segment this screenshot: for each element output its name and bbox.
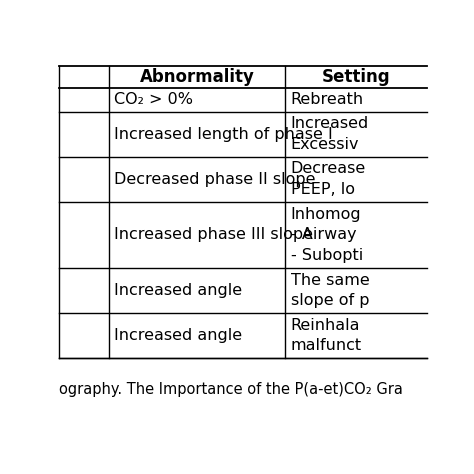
- Text: Inhomog
- Airway
- Subopti: Inhomog - Airway - Subopti: [291, 207, 363, 263]
- Text: Rebreath: Rebreath: [291, 92, 364, 107]
- Text: Increased
Excessiv: Increased Excessiv: [291, 117, 369, 152]
- Text: Increased phase III slope: Increased phase III slope: [114, 228, 313, 242]
- Text: Decreased phase II slope: Decreased phase II slope: [114, 172, 316, 187]
- Text: Increased angle: Increased angle: [114, 328, 243, 343]
- Text: The same
slope of p: The same slope of p: [291, 273, 369, 308]
- Text: Increased length of phase I: Increased length of phase I: [114, 127, 333, 142]
- Text: Abnormality: Abnormality: [139, 68, 255, 86]
- Text: Reinhala
malfunct: Reinhala malfunct: [291, 318, 362, 353]
- Text: Setting: Setting: [321, 68, 390, 86]
- Text: Increased angle: Increased angle: [114, 283, 243, 298]
- Text: CO₂ > 0%: CO₂ > 0%: [114, 92, 193, 107]
- Text: Decrease
PEEP, lo: Decrease PEEP, lo: [291, 162, 366, 197]
- Text: ography. The Importance of the P(a-et)CO₂ Gra: ography. The Importance of the P(a-et)CO…: [59, 382, 403, 397]
